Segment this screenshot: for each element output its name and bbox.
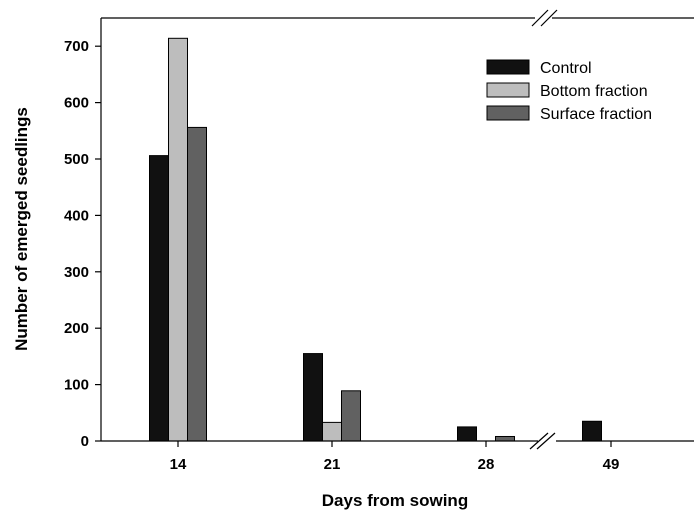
legend-label-bottom-fraction: Bottom fraction	[540, 83, 648, 100]
bar-surface-fraction-14	[187, 126, 207, 442]
y-tick-label-700: 700	[64, 38, 89, 55]
x-tick-label-21: 21	[324, 456, 341, 473]
bar-control-14	[149, 155, 169, 442]
x-tick-label-14: 14	[170, 456, 187, 473]
x-axis-title: Days from sowing	[322, 491, 468, 510]
legend-swatch-bottom-fraction	[486, 82, 530, 98]
legend: Control Bottom fraction Surface fraction	[486, 59, 652, 123]
y-tick-label-500: 500	[64, 151, 89, 168]
top-frame-break-mark	[531, 9, 549, 27]
y-tick-label-400: 400	[64, 207, 89, 224]
x-axis-break-mark	[536, 432, 556, 450]
legend-swatch-surface-fraction	[486, 105, 530, 121]
x-tick-label-49: 49	[603, 456, 620, 473]
y-tick-label-300: 300	[64, 264, 89, 281]
bar-bottom-fraction-14	[168, 37, 188, 442]
y-tick-label-200: 200	[64, 320, 89, 337]
top-frame-break-mark	[540, 9, 558, 27]
bar-bottom-fraction-21	[322, 421, 342, 442]
bar-control-49	[582, 420, 602, 442]
bars-layer	[149, 37, 602, 442]
bar-surface-fraction-28	[495, 435, 515, 442]
legend-label-surface-fraction: Surface fraction	[540, 106, 652, 123]
legend-swatch-control	[486, 59, 530, 75]
y-tick-label-100: 100	[64, 377, 89, 394]
y-axis-title: Number of emerged seedlings	[12, 107, 31, 351]
bar-surface-fraction-21	[341, 390, 361, 442]
bar-control-28	[457, 426, 477, 442]
y-tick-label-600: 600	[64, 95, 89, 112]
legend-label-control: Control	[540, 60, 592, 77]
bar-control-21	[303, 353, 323, 442]
x-axis-break-mark	[529, 432, 549, 450]
x-tick-label-28: 28	[478, 456, 495, 473]
axes-layer: 0 100 200 300 400 500 600 700 14 21 28 49	[64, 9, 694, 473]
y-tick-label-0: 0	[81, 433, 89, 450]
